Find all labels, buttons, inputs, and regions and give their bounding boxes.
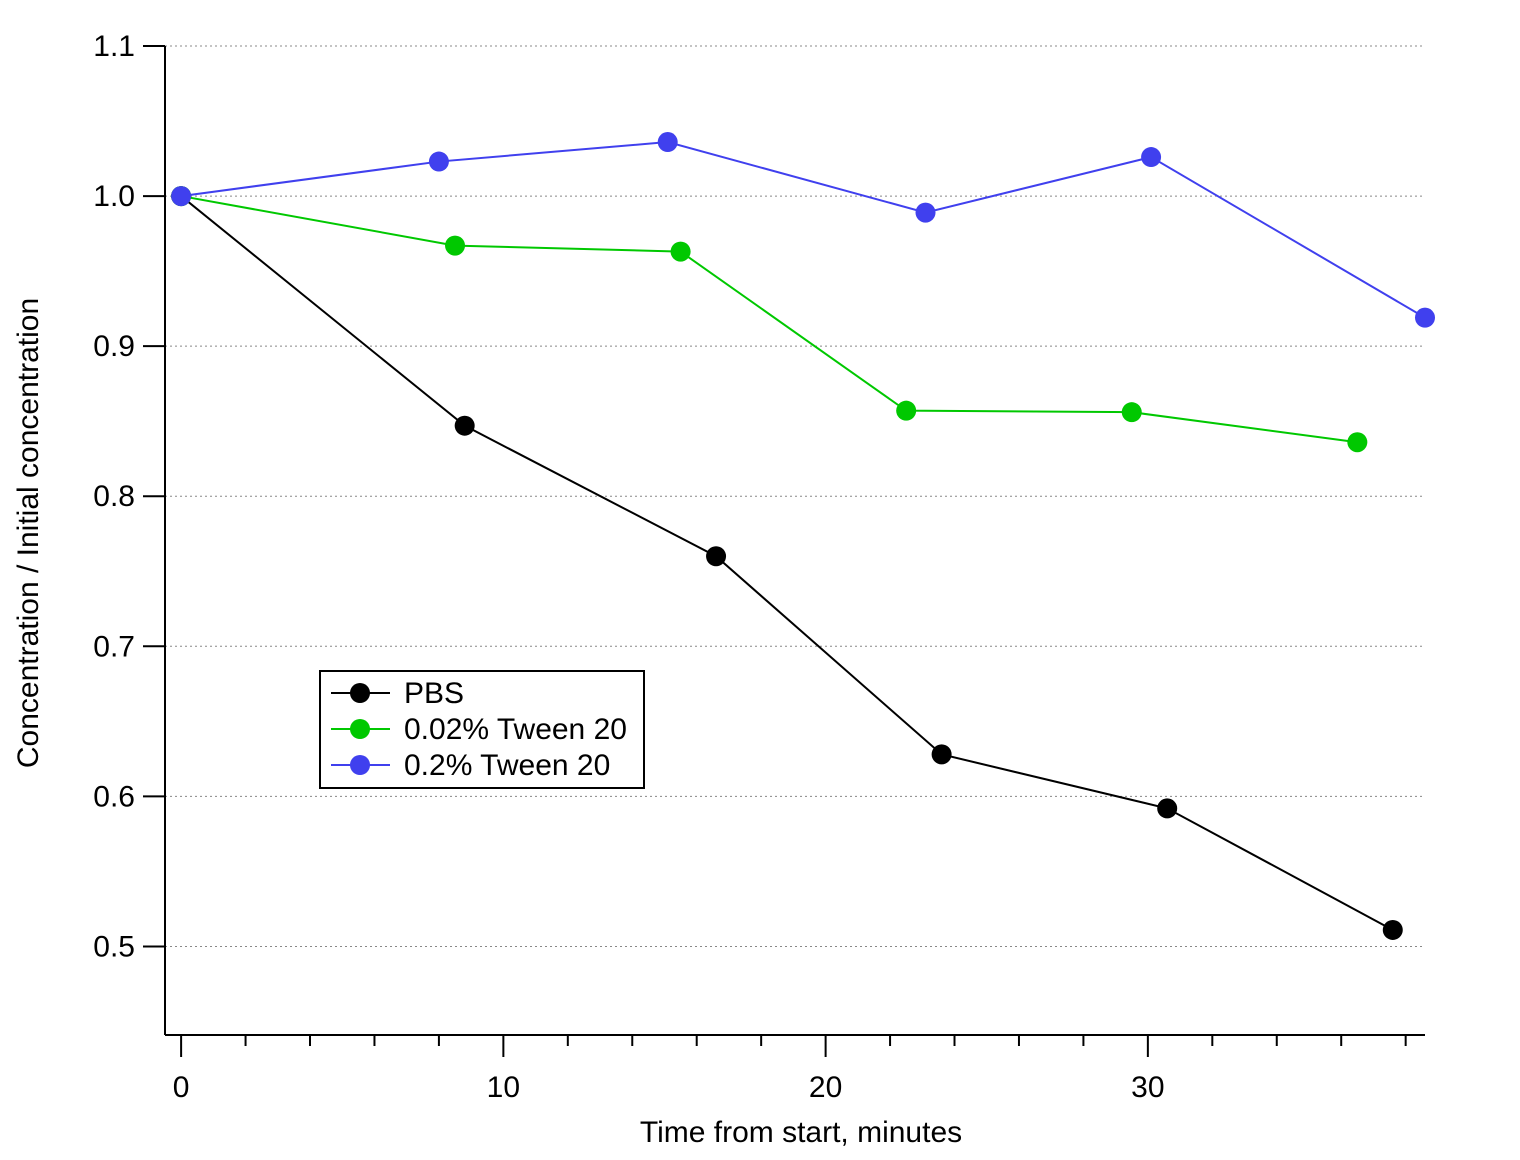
x-tick-label: 10 bbox=[487, 1071, 520, 1104]
series-line bbox=[180, 195, 1394, 931]
series-3 bbox=[171, 132, 1435, 328]
data-point bbox=[1141, 147, 1162, 168]
axes bbox=[164, 46, 1425, 1036]
y-tick-label: 0.8 bbox=[93, 480, 135, 513]
data-point bbox=[454, 415, 475, 436]
x-axis-title: Time from start, minutes bbox=[640, 1116, 962, 1149]
series-group bbox=[171, 132, 1435, 940]
data-point bbox=[670, 241, 691, 262]
data-point bbox=[445, 235, 466, 256]
series-line bbox=[180, 195, 1358, 444]
data-point bbox=[1382, 919, 1403, 940]
y-axis-title: Concentration / Initial concentration bbox=[12, 298, 45, 768]
data-point bbox=[171, 186, 192, 207]
y-tick-label: 1.1 bbox=[93, 30, 135, 63]
legend-item: 0.2% Tween 20 bbox=[331, 749, 610, 782]
data-point bbox=[1415, 307, 1435, 328]
legend-label: 0.02% Tween 20 bbox=[404, 713, 627, 746]
y-tick-label: 0.7 bbox=[93, 630, 135, 663]
x-tick-label: 0 bbox=[173, 1071, 190, 1104]
legend-label: 0.2% Tween 20 bbox=[404, 749, 610, 782]
data-point bbox=[896, 400, 917, 421]
series-1 bbox=[171, 186, 1403, 940]
legend-marker-swatch bbox=[350, 683, 370, 703]
data-point bbox=[657, 132, 678, 153]
data-point bbox=[1121, 402, 1142, 423]
gridlines bbox=[165, 45, 1425, 947]
legend-marker-swatch bbox=[350, 719, 370, 739]
data-point bbox=[428, 151, 449, 172]
series-line bbox=[180, 141, 1426, 319]
y-tick-label: 1.0 bbox=[93, 180, 135, 213]
legend-marker-swatch bbox=[350, 755, 370, 775]
data-point bbox=[1157, 798, 1178, 819]
y-tick-label: 0.5 bbox=[93, 930, 135, 963]
legend-item: PBS bbox=[331, 677, 464, 710]
legend-label: PBS bbox=[404, 677, 464, 710]
x-ticks: 0 10 20 30 bbox=[173, 1035, 1407, 1104]
legend-item: 0.02% Tween 20 bbox=[331, 713, 627, 746]
x-tick-label: 20 bbox=[809, 1071, 842, 1104]
x-tick-label: 30 bbox=[1131, 1071, 1164, 1104]
y-tick-label: 0.9 bbox=[93, 330, 135, 363]
data-point bbox=[706, 546, 727, 567]
series-2 bbox=[171, 186, 1368, 453]
data-point bbox=[1347, 432, 1368, 453]
data-point bbox=[915, 202, 936, 223]
y-ticks: 0.5 0.6 0.7 0.8 0.9 1.0 1.1 bbox=[93, 30, 165, 963]
data-point bbox=[931, 744, 952, 765]
y-tick-label: 0.6 bbox=[93, 780, 135, 813]
